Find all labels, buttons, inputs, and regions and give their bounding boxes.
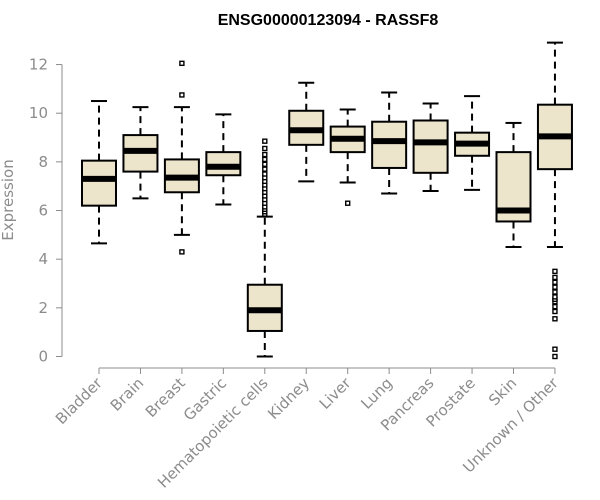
outlier-point — [552, 284, 558, 290]
outlier-point — [262, 161, 268, 167]
x-tick-label: Lung — [357, 374, 396, 413]
y-tick-label: 8 — [38, 153, 48, 171]
outlier-point — [552, 308, 558, 315]
box-group — [122, 106, 159, 200]
box-group — [495, 121, 532, 249]
boxes-group — [81, 41, 573, 360]
outlier-point — [552, 289, 558, 295]
outlier-point — [345, 200, 351, 206]
outlier-point — [179, 249, 185, 255]
outlier-point — [179, 60, 185, 67]
outlier-point — [262, 156, 268, 163]
outlier-point — [552, 346, 558, 352]
box-group — [288, 81, 325, 183]
box-group — [454, 95, 491, 191]
outlier-point — [262, 145, 268, 152]
outlier-point — [552, 274, 558, 281]
box-group — [246, 138, 283, 358]
box-group — [163, 60, 200, 255]
y-tick-label: 2 — [38, 299, 48, 317]
y-tick-label: 6 — [38, 202, 48, 220]
y-tick-label: 10 — [29, 104, 48, 122]
y-tick-label: 0 — [38, 348, 48, 366]
x-tick-label: Bladder — [52, 374, 106, 428]
box-group — [81, 100, 117, 245]
outlier-point — [552, 353, 558, 360]
outlier-point — [262, 151, 268, 158]
box-group — [412, 102, 449, 193]
outlier-point — [552, 316, 558, 322]
outlier-point — [552, 268, 558, 275]
outlier-point — [552, 279, 558, 285]
chart-title: ENSG00000123094 - RASSF8 — [218, 12, 439, 29]
box-group — [205, 113, 242, 206]
outlier-point — [552, 303, 558, 310]
y-axis-label: Expression — [0, 159, 17, 240]
iqr-box — [205, 151, 242, 177]
iqr-box — [371, 120, 408, 169]
y-axis: 0 2 4 6 8 10 12 — [29, 56, 63, 366]
box-group — [329, 108, 366, 206]
box-group — [536, 41, 573, 360]
outlier-point — [552, 294, 558, 300]
x-tick-label: Skin — [485, 374, 520, 409]
box-group — [371, 91, 408, 195]
x-tick-label: Liver — [316, 374, 355, 413]
outlier-point — [262, 166, 268, 172]
outlier-point — [179, 92, 185, 98]
y-tick-label: 4 — [38, 250, 48, 268]
outlier-point — [262, 171, 268, 177]
iqr-box — [81, 159, 117, 207]
iqr-box — [412, 119, 449, 174]
outlier-point — [262, 138, 268, 144]
x-tick-label: Kidney — [264, 374, 313, 423]
y-tick-label: 12 — [29, 56, 48, 74]
